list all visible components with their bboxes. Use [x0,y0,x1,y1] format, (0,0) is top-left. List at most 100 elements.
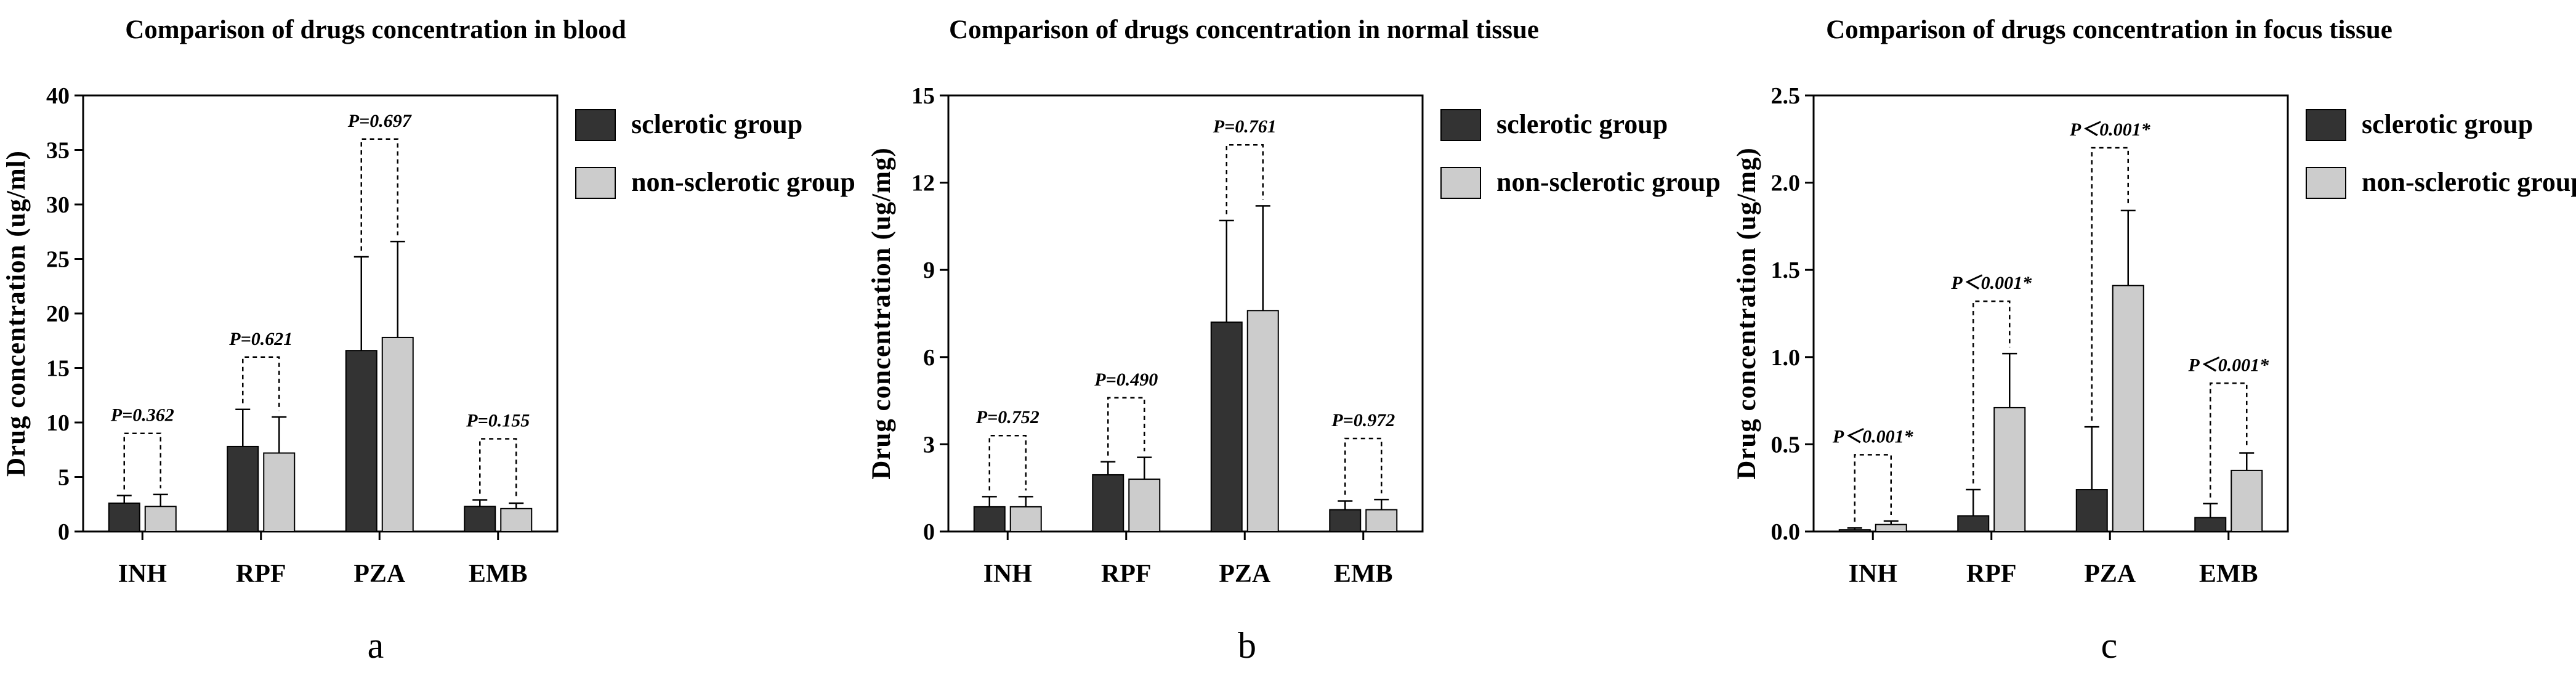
bar-emb-sclerotic [464,506,496,532]
y-tick-label: 1.5 [1771,257,1801,283]
plot-frame [82,94,559,533]
chart-panel-b: Comparison of drugs concentration in nor… [867,15,1721,666]
y-tick-label: 10 [46,410,70,436]
p-value-label: P=0.490 [1094,370,1158,390]
significance-bracket [2210,382,2248,498]
y-tick-label: 2.0 [1771,171,1801,196]
legend-swatch [575,109,616,141]
bar-rpf-sclerotic [1092,474,1124,533]
p-value-label: P=0.697 [347,111,412,131]
x-tick-label: EMB [469,560,528,588]
legend-label: sclerotic group [631,109,802,139]
x-tick-label: INH [983,560,1032,588]
y-tick-label: 40 [46,83,70,109]
x-tick-label: PZA [353,560,406,588]
y-axis-label: Drug concentration (ug/ml) [2,150,31,477]
y-tick-label: 1.0 [1771,345,1801,371]
bar-emb-non-sclerotic [2231,469,2263,533]
p-value-label: P=0.972 [1331,410,1395,430]
bar-rpf-non-sclerotic [1993,406,2026,532]
p-value-label: P=0.761 [1213,116,1277,137]
bar-inh-non-sclerotic [1009,506,1042,533]
significance-bracket [123,432,161,490]
plot-frame [947,94,1424,533]
y-tick-label: 3 [923,432,935,458]
legend-label: non-sclerotic group [631,167,855,197]
bar-rpf-sclerotic [227,445,259,532]
p-value-label: P＜0.001* [2069,119,2151,140]
x-tick-label: EMB [1334,560,1393,588]
bar-inh-sclerotic [973,506,1006,533]
y-tick-label: 0.5 [1771,432,1801,458]
chart-title: Comparison of drugs concentration in foc… [1826,15,2392,44]
bar-rpf-sclerotic [1957,515,1990,533]
legend-swatch [1440,167,1481,199]
bar-pza-non-sclerotic [381,336,414,532]
legend-swatch [2306,109,2346,141]
y-tick-label: 35 [46,138,70,164]
bar-inh-sclerotic [108,502,140,532]
legend-label: non-sclerotic group [1496,167,1721,197]
p-value-label: P=0.362 [110,405,174,426]
y-tick-label: 12 [911,171,935,196]
legend-label: non-sclerotic group [2362,167,2576,197]
x-tick-label: INH [118,560,167,588]
y-tick-label: 5 [58,465,70,491]
p-value-label: P＜0.001* [1950,273,2032,293]
bar-pza-sclerotic [1210,321,1243,532]
bar-inh-non-sclerotic [1875,523,1907,532]
y-tick-label: 25 [46,247,70,273]
bar-pza-non-sclerotic [1246,310,1279,532]
significance-bracket [1225,143,1264,214]
bar-emb-non-sclerotic [1365,509,1398,532]
x-tick-label: EMB [2199,560,2258,588]
bar-emb-sclerotic [2194,517,2227,532]
y-tick-label: 15 [911,83,935,109]
legend-swatch [575,167,616,199]
y-tick-label: 20 [46,301,70,327]
legend-label: sclerotic group [2362,109,2533,139]
chart-panel-c: Comparison of drugs concentration in foc… [1732,15,2576,666]
p-value-label: P=0.155 [466,411,530,431]
y-tick-label: 6 [923,345,935,371]
panel-label: b [1238,625,1256,666]
x-tick-label: PZA [2084,560,2136,588]
significance-bracket [1854,454,1892,522]
p-value-label: P＜0.001* [2187,355,2269,375]
y-tick-label: 2.5 [1771,83,1801,109]
significance-bracket [360,138,398,251]
significance-bracket [1972,300,2011,484]
bar-pza-sclerotic [2075,489,2108,532]
p-value-label: P=0.752 [975,407,1040,427]
panel-label: c [2101,625,2118,666]
significance-bracket [479,438,517,497]
p-value-label: P=0.621 [228,329,293,349]
p-value-label: P＜0.001* [1832,426,1914,447]
bar-rpf-non-sclerotic [263,452,296,532]
legend-swatch [1440,109,1481,141]
x-tick-label: PZA [1219,560,1271,588]
x-tick-label: RPF [1966,560,2017,588]
x-tick-label: RPF [236,560,286,588]
chart-title: Comparison of drugs concentration in nor… [949,15,1539,44]
significance-bracket [2091,147,2129,421]
plot-frame [1812,94,2289,533]
y-axis-label: Drug concentration (ug/mg) [1732,147,1761,480]
chart-title: Comparison of drugs concentration in blo… [125,15,626,44]
bar-pza-non-sclerotic [2112,285,2144,532]
bar-rpf-non-sclerotic [1128,479,1161,532]
significance-bracket [1344,437,1383,495]
y-tick-label: 0.0 [1771,519,1801,545]
significance-bracket [988,434,1027,491]
bar-emb-non-sclerotic [500,507,533,533]
x-tick-label: INH [1849,560,1897,588]
y-tick-label: 15 [46,356,70,382]
bar-emb-sclerotic [1329,509,1362,532]
panel-label: a [368,625,384,666]
significance-bracket [1107,397,1145,456]
x-tick-label: RPF [1101,560,1152,588]
bar-inh-sclerotic [1838,529,1871,533]
chart-panel-a: Comparison of drugs concentration in blo… [2,15,855,666]
legend-swatch [2306,167,2346,199]
